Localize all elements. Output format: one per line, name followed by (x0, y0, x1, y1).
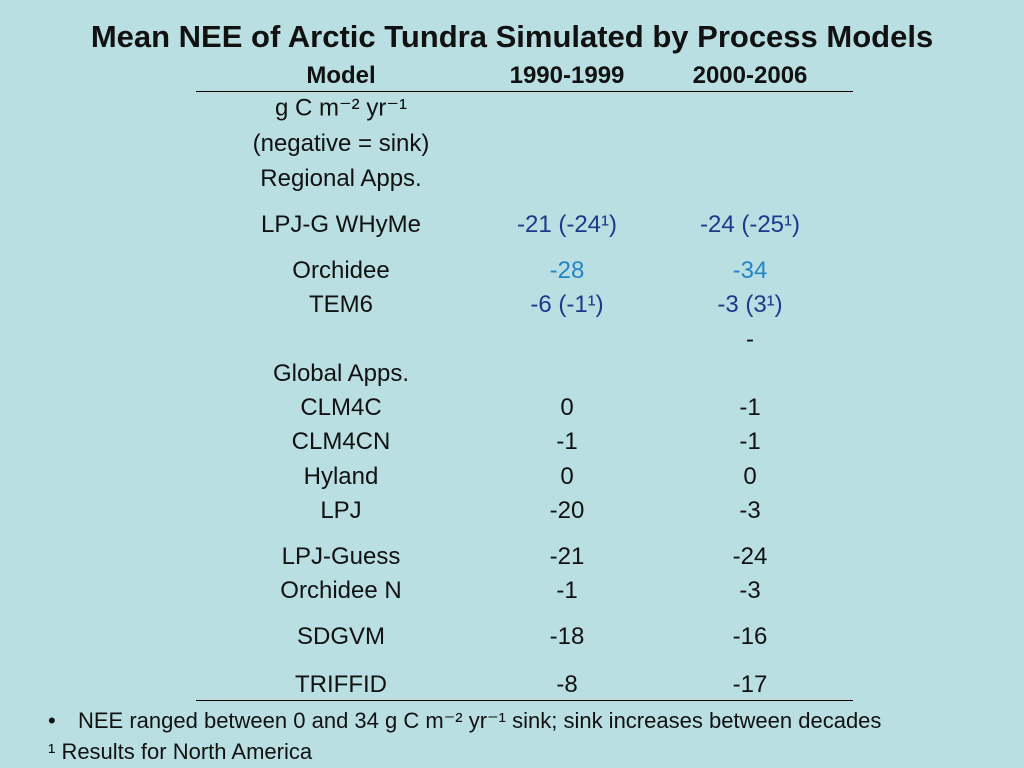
row-label: CLM4C (300, 394, 382, 421)
table-cell: -16 (732, 623, 768, 650)
column-header: 2000-2006 (692, 62, 808, 89)
slide-title: Mean NEE of Arctic Tundra Simulated by P… (90, 19, 934, 54)
table-cell: -3 (739, 577, 761, 604)
row-label: Regional Apps. (260, 165, 422, 192)
row-label: TRIFFID (295, 671, 387, 698)
table-top-rule (196, 91, 853, 92)
table-cell: 0 (560, 394, 574, 421)
bullet-text: NEE ranged between 0 and 34 g C m⁻² yr⁻¹… (78, 708, 882, 733)
table-cell: -21 (-24¹) (516, 211, 618, 238)
column-header: 1990-1999 (509, 62, 625, 89)
table-cell: -3 (739, 497, 761, 524)
column-header: Model (306, 62, 376, 89)
bullet-note: • NEE ranged between 0 and 34 g C m⁻² yr⁻… (48, 708, 882, 733)
footnote: ¹ Results for North America (48, 739, 313, 764)
table-cell: -24 (732, 543, 768, 570)
table-cell: -28 (549, 257, 585, 284)
row-label: LPJ-G WHyMe (260, 211, 422, 238)
row-label: LPJ-Guess (281, 543, 401, 570)
row-label: LPJ (320, 497, 362, 524)
row-label: (negative = sink) (252, 130, 430, 157)
table-cell: -21 (549, 543, 585, 570)
row-label: Global Apps. (272, 360, 410, 387)
row-label: SDGVM (296, 623, 386, 650)
table-cell: -17 (732, 671, 768, 698)
table-cell: -1 (556, 577, 578, 604)
table-cell: - (746, 326, 754, 353)
table-cell: 0 (560, 463, 574, 490)
row-label: CLM4CN (291, 428, 391, 455)
row-label: Hyland (303, 463, 379, 490)
table-cell: -8 (556, 671, 578, 698)
table-cell: -20 (549, 497, 585, 524)
table-bottom-rule (196, 700, 853, 701)
table-cell: -1 (739, 428, 761, 455)
row-label: Orchidee N (280, 577, 402, 604)
table-cell: -24 (-25¹) (699, 211, 801, 238)
row-label: g C m⁻² yr⁻¹ (275, 94, 407, 122)
table-cell: -1 (739, 394, 761, 421)
row-label: TEM6 (308, 291, 374, 318)
table-cell: -6 (-1¹) (530, 291, 604, 318)
table-cell: -18 (549, 623, 585, 650)
table-cell: -34 (732, 257, 768, 284)
table-cell: -1 (556, 428, 578, 455)
table-cell: 0 (743, 463, 757, 490)
table-cell: -3 (3¹) (717, 291, 783, 318)
row-label: Orchidee (292, 257, 390, 284)
